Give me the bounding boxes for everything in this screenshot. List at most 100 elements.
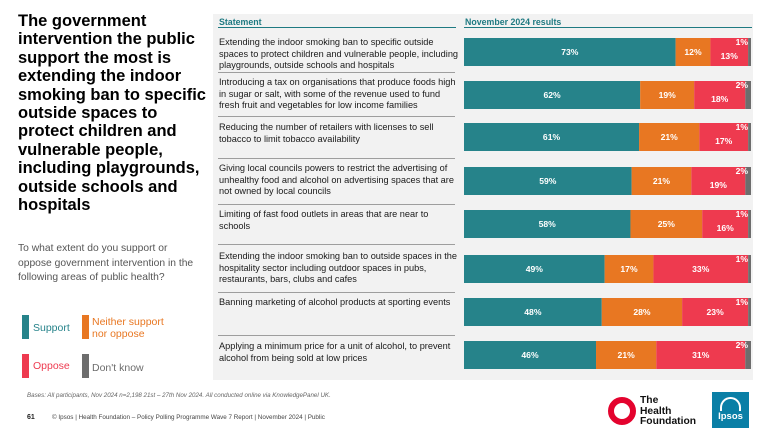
bar-label-neither-support-nor-oppose-row-5: 25% — [658, 219, 676, 229]
bar-label-neither-support-nor-oppose-row-1: 12% — [684, 47, 702, 57]
statement-row-2: Introducing a tax on organisations that … — [219, 77, 459, 112]
header-underline-results — [464, 27, 752, 28]
row-separator — [218, 292, 455, 293]
survey-question: To what extent do you support or oppose … — [18, 243, 194, 283]
bar-segment-neither-support-nor-oppose-row-6 — [604, 255, 654, 283]
legend-swatch-support — [22, 315, 29, 339]
ipsos-wordmark: Ipsos — [718, 411, 743, 422]
bar-label-neither-support-nor-oppose-row-2: 19% — [659, 90, 677, 100]
bar-label-don-t-know-row-6: 1% — [736, 254, 749, 264]
row-separator — [218, 204, 455, 205]
bar-label-don-t-know-row-3: 1% — [736, 122, 749, 132]
bar-segment-oppose-row-5 — [702, 210, 749, 238]
bar-label-oppose-row-1: 13% — [721, 51, 739, 61]
bar-segment-oppose-row-8 — [656, 341, 746, 369]
legend-swatch-dont-know — [82, 354, 89, 378]
bar-label-oppose-row-6: 33% — [692, 264, 710, 274]
statement-row-2-text: Introducing a tax on organisations that … — [219, 77, 456, 111]
bar-segment-neither-support-nor-oppose-row-3 — [639, 123, 700, 151]
statement-row-7: Banning marketing of alcohol products at… — [219, 297, 451, 307]
bar-segment-don-t-know-row-8 — [745, 341, 751, 369]
health-foundation-ring-icon — [608, 397, 636, 425]
bar-label-oppose-row-7: 23% — [707, 307, 725, 317]
legend-swatch-neither — [82, 315, 89, 339]
bar-segment-neither-support-nor-oppose-row-4 — [631, 167, 692, 195]
bar-label-oppose-row-4: 19% — [710, 180, 728, 190]
bar-segment-oppose-row-3 — [699, 123, 749, 151]
bar-label-don-t-know-row-4: 2% — [736, 166, 749, 176]
bar-segment-support-row-1 — [464, 38, 676, 66]
results-column-header: November 2024 results — [465, 17, 562, 27]
bar-label-oppose-row-3: 17% — [715, 136, 733, 146]
bar-segment-don-t-know-row-5 — [748, 210, 751, 238]
bar-label-don-t-know-row-2: 2% — [736, 80, 749, 90]
bar-label-support-row-6: 49% — [526, 264, 544, 274]
row-separator — [218, 72, 455, 73]
bar-segment-support-row-4 — [464, 167, 632, 195]
legend-label-support: Support — [33, 322, 70, 334]
ipsos-logo: Ipsos — [712, 392, 749, 428]
bar-segment-oppose-row-6 — [653, 255, 749, 283]
bar-label-don-t-know-row-1: 1% — [736, 37, 749, 47]
bar-label-neither-support-nor-oppose-row-4: 21% — [653, 176, 671, 186]
bar-label-neither-support-nor-oppose-row-7: 28% — [633, 307, 651, 317]
row-separator — [218, 244, 455, 245]
statement-row-6: Extending the indoor smoking ban to outs… — [219, 251, 458, 285]
bar-segment-oppose-row-2 — [694, 81, 746, 109]
bar-segment-support-row-5 — [464, 210, 631, 238]
bar-label-don-t-know-row-8: 2% — [736, 340, 749, 350]
statement-row-1: Extending the indoor smoking ban to spec… — [219, 37, 459, 71]
bar-label-support-row-1: 73% — [561, 47, 579, 57]
bar-segment-support-row-3 — [464, 123, 640, 151]
statement-column-header: Statement — [219, 17, 262, 27]
bar-label-support-row-3: 61% — [543, 132, 561, 142]
bar-label-oppose-row-8: 31% — [692, 350, 710, 360]
bar-segment-don-t-know-row-3 — [748, 123, 751, 151]
base-footnote: Bases: All participants, Nov 2024 n=2,19… — [27, 392, 331, 399]
bar-segment-don-t-know-row-4 — [745, 167, 751, 195]
health-foundation-wordmark: The Health Foundation — [640, 395, 697, 427]
bar-label-support-row-5: 58% — [539, 219, 557, 229]
bar-segment-neither-support-nor-oppose-row-2 — [640, 81, 695, 109]
bar-segment-don-t-know-row-2 — [745, 81, 751, 109]
header-underline-statement — [218, 27, 456, 28]
bar-segment-neither-support-nor-oppose-row-1 — [675, 38, 711, 66]
row-separator — [218, 158, 455, 159]
health-foundation-logo: The Health Foundation — [608, 395, 712, 428]
bar-label-don-t-know-row-7: 1% — [736, 297, 749, 307]
bar-segment-oppose-row-7 — [682, 298, 749, 326]
legend-label-dont-know: Don't know — [92, 362, 144, 374]
bar-label-neither-support-nor-oppose-row-6: 17% — [620, 264, 638, 274]
bar-label-support-row-8: 46% — [521, 350, 539, 360]
bar-segment-don-t-know-row-6 — [748, 255, 751, 283]
bar-segment-support-row-8 — [464, 341, 597, 369]
bar-segment-neither-support-nor-oppose-row-5 — [630, 210, 703, 238]
bar-segment-neither-support-nor-oppose-row-7 — [601, 298, 683, 326]
copyright-line: © Ipsos | Health Foundation – Policy Pol… — [52, 414, 325, 421]
bar-segment-support-row-7 — [464, 298, 602, 326]
statement-row-5: Limiting of fast food outlets in areas t… — [219, 209, 429, 231]
bar-label-oppose-row-2: 18% — [711, 94, 729, 104]
bar-segment-neither-support-nor-oppose-row-8 — [596, 341, 657, 369]
bar-segment-oppose-row-1 — [710, 38, 749, 66]
bar-label-support-row-7: 48% — [524, 307, 542, 317]
bar-segment-oppose-row-4 — [691, 167, 746, 195]
legend-label-neither: Neither support nor oppose — [92, 316, 164, 340]
bar-segment-support-row-6 — [464, 255, 605, 283]
bar-label-don-t-know-row-5: 1% — [736, 209, 749, 219]
bar-segment-don-t-know-row-1 — [748, 38, 751, 66]
slide-headline: The government intervention the public s… — [18, 12, 206, 215]
bar-label-support-row-4: 59% — [539, 176, 557, 186]
row-separator — [218, 335, 455, 336]
row-separator — [218, 116, 455, 117]
bar-segment-support-row-2 — [464, 81, 641, 109]
statement-row-3: Reducing the number of retailers with li… — [219, 122, 434, 144]
bar-segment-don-t-know-row-7 — [748, 298, 751, 326]
bar-label-support-row-2: 62% — [543, 90, 561, 100]
statement-row-8: Applying a minimum price for a unit of a… — [219, 341, 451, 363]
legend-swatch-oppose — [22, 354, 29, 378]
bar-label-oppose-row-5: 16% — [717, 223, 735, 233]
statement-row-4: Giving local councils powers to restrict… — [219, 163, 454, 197]
page-number: 61 — [27, 414, 35, 421]
